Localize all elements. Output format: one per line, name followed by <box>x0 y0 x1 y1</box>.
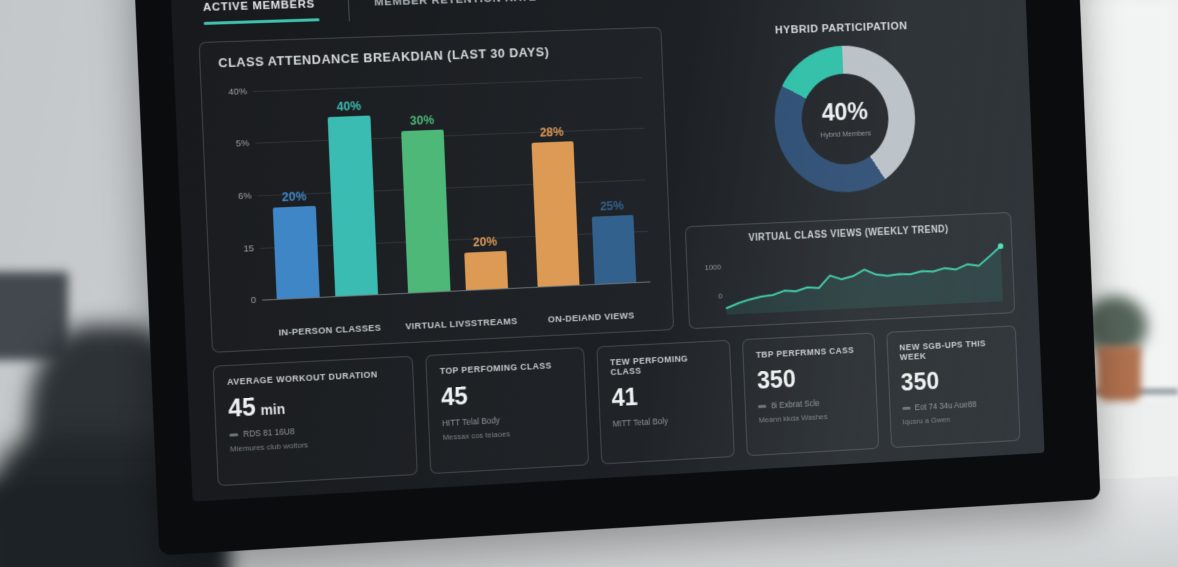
category-label: VIRTUAL LIVSSTREAMS <box>405 316 518 333</box>
card-title: TEW PERFOMING CLASS <box>609 353 689 378</box>
monitor: ACTIVE MEMBERS MEMBER RETENTION RATE CLA… <box>132 0 1101 556</box>
card-tbp-performing-class: TBP PERFRMNS CASS 350 8i Exbrat Scle Mea… <box>742 332 879 457</box>
donut-value: 40% <box>821 97 869 127</box>
card-subtext-2: Iqusru a Gwen <box>902 415 951 427</box>
bar <box>591 214 636 285</box>
y-tick: 0 <box>250 294 257 306</box>
tab-divider <box>347 0 350 22</box>
bar-group-in-person: 20% 40% <box>253 86 393 300</box>
main-row: CLASS ATTENDANCE BREAKDIAN (LAST 30 DAYS… <box>198 15 1016 354</box>
views-chart: 1000 0 <box>696 239 1003 317</box>
category-label: IN-PERSON CLASSES <box>278 322 382 339</box>
bar-group-virtual: 30% 20% <box>384 81 522 294</box>
attendance-chart: 40% 5% 6% 15 0 20% 40% 30% 20% 28% 25% <box>228 69 652 325</box>
y-tick: 15 <box>243 242 255 254</box>
card-average-workout-duration: AVERAGE WORKOUT DURATION 45 min RDS 81 16… <box>212 355 419 487</box>
attendance-bars: 20% 40% 30% 20% 28% 25% <box>253 77 650 300</box>
bar <box>531 140 580 287</box>
card-value: 45 min <box>227 393 286 424</box>
virtual-views-panel: VIRTUAL CLASS VIEWS (WEEKLY TREND) 1000 … <box>684 212 1016 330</box>
tab-label: MEMBER RETENTION RATE <box>374 0 537 9</box>
bar-value-label: 20% <box>281 188 307 204</box>
views-line-chart <box>724 243 1003 315</box>
card-subtext: MITT Tetal Boly <box>612 416 669 429</box>
tab-member-retention-rate[interactable]: MEMBER RETENTION RATE <box>374 0 537 9</box>
bar-group-on-demand: 28% 25% <box>514 77 650 288</box>
bar <box>327 115 379 297</box>
y-tick: 40% <box>228 85 248 97</box>
bar <box>464 251 509 291</box>
card-title: AVERAGE WORKOUT DURATION <box>226 369 378 388</box>
plant-pot <box>1097 346 1141 401</box>
card-tew-performing-class: TEW PERFOMING CLASS 41 MITT Tetal Boly <box>596 340 735 465</box>
stats-cards: AVERAGE WORKOUT DURATION 45 min RDS 81 16… <box>212 325 1021 487</box>
card-value: 350 <box>756 365 797 395</box>
card-value: 45 <box>440 382 469 412</box>
tab-label: ACTIVE MEMBERS <box>202 0 316 14</box>
card-value: 350 <box>900 367 940 397</box>
card-value-suffix: min <box>260 401 286 419</box>
donut-center: 40% Hybrid Members <box>799 71 891 166</box>
bar-slot-1-1: 20% <box>457 82 509 291</box>
card-title: TBP PERFRMNS CASS <box>755 345 855 361</box>
y-tick: 6% <box>237 190 252 202</box>
bar-value-label: 40% <box>336 99 362 114</box>
views-y-axis: 1000 0 <box>696 251 727 316</box>
attendance-plot: 40% 5% 6% 15 0 20% 40% 30% 20% 28% 25% <box>228 76 651 306</box>
attendance-panel: CLASS ATTENDANCE BREAKDIAN (LAST 30 DAYS… <box>198 26 675 354</box>
trend-icon <box>229 432 239 437</box>
donut-sublabel: Hybrid Members <box>820 128 872 140</box>
card-top-performing-class: TOP PERFOMING CLASS 45 HITT Telal Body M… <box>425 347 589 475</box>
bar-slot-0-0: 20% <box>268 88 321 300</box>
bar-slot-1-0: 30% <box>399 84 451 294</box>
card-subtext: Eot 74 34u Aue88 <box>901 398 1007 413</box>
card-title: TOP PERFOMING CLASS <box>439 360 552 377</box>
bar-slot-2-1: 25% <box>586 77 636 285</box>
hybrid-title: HYBRID PARTICIPATION <box>774 20 908 37</box>
category-label: ON-DEIAND VIEWS <box>547 310 635 326</box>
bar-value-label: 25% <box>599 198 624 214</box>
bar-slot-0-1: 40% <box>327 86 379 297</box>
trend-icon <box>901 406 911 410</box>
dashboard: ACTIVE MEMBERS MEMBER RETENTION RATE CLA… <box>197 0 1021 487</box>
trend-icon <box>757 404 767 408</box>
bar <box>401 129 451 294</box>
y-tick: 0 <box>718 291 723 301</box>
card-subtext: HITT Telal Body <box>441 415 501 429</box>
right-column: HYBRID PARTICIPATION 40% Hybrid Members … <box>676 15 1016 330</box>
card-new-signups-this-week: NEW SGB-UPS THIS WEEK 350 Eot 74 34u Aue… <box>885 325 1021 449</box>
hybrid-donut-chart: 40% Hybrid Members <box>771 42 918 195</box>
bar-value-label: 20% <box>472 234 498 250</box>
card-subtext-2: Messax cos teiaoes <box>442 429 511 443</box>
tab-active-members[interactable]: ACTIVE MEMBERS <box>203 0 320 25</box>
bar-slot-2-0: 28% <box>529 79 580 287</box>
hybrid-participation-panel: HYBRID PARTICIPATION 40% Hybrid Members <box>676 15 1010 219</box>
attendance-title: CLASS ATTENDANCE BREAKDIAN (LAST 30 DAYS… <box>217 43 550 70</box>
y-tick: 1000 <box>704 262 722 273</box>
y-tick: 5% <box>235 137 250 150</box>
dashboard-screen: ACTIVE MEMBERS MEMBER RETENTION RATE CLA… <box>170 0 1045 502</box>
bar-value-label: 30% <box>409 113 435 128</box>
card-subtext-2: Meann kkda Washes <box>758 412 828 425</box>
card-title: NEW SGB-UPS THIS WEEK <box>899 338 987 363</box>
bar-value-label: 28% <box>539 124 564 140</box>
active-tab-indicator <box>203 18 320 25</box>
card-value: 41 <box>610 383 639 413</box>
card-subtext: 8i Exbrat Scle <box>757 396 864 411</box>
bar <box>273 205 321 300</box>
